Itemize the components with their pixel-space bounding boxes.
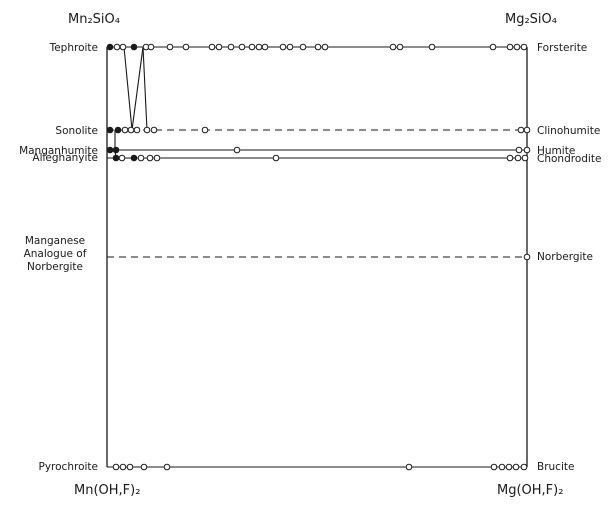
composition-marker (208, 43, 216, 51)
label-sonolite: Sonolite (55, 125, 98, 137)
composition-marker (515, 146, 523, 154)
composition-marker (238, 43, 246, 51)
label-chondrodite: Chondrodite (537, 153, 602, 165)
composition-marker (261, 43, 269, 51)
label-forsterite: Forsterite (537, 42, 588, 54)
composition-marker (127, 126, 135, 134)
composition-marker (113, 43, 121, 51)
composition-marker (286, 43, 294, 51)
composition-marker (119, 463, 127, 471)
composition-marker (279, 43, 287, 51)
composition-marker (498, 463, 506, 471)
tie-line-3 (142, 46, 148, 131)
composition-marker (299, 43, 307, 51)
label-humite: Humite (537, 145, 576, 157)
composition-marker (143, 126, 151, 134)
composition-marker (137, 154, 145, 162)
corner-formula-bottom-left: Mn(OH,F)₂ (74, 483, 141, 498)
label-brucite: Brucite (537, 461, 575, 473)
composition-marker (227, 43, 235, 51)
composition-marker (514, 154, 522, 162)
composition-marker (396, 43, 404, 51)
composition-marker (106, 43, 114, 51)
tie-line-1 (123, 46, 133, 131)
label-pyrochroite: Pyrochroite (38, 461, 99, 473)
composition-marker (130, 154, 138, 162)
composition-marker (201, 126, 209, 134)
label-alleghanyite: Alleghanyite (32, 152, 98, 164)
composition-marker (166, 43, 174, 51)
composition-marker (130, 43, 138, 51)
mineral-series-lines (107, 46, 527, 468)
composition-marker (150, 126, 158, 134)
composition-marker (147, 43, 155, 51)
composition-marker (140, 463, 148, 471)
label-manganhumite: Manganhumite (19, 145, 98, 157)
composition-marker (133, 126, 141, 134)
composition-marker (106, 126, 114, 134)
corner-formula-top-left: Mn₂SiO₄ (68, 12, 120, 27)
composition-marker (405, 463, 413, 471)
composition-marker (512, 463, 520, 471)
composition-marker (521, 154, 529, 162)
composition-marker (163, 463, 171, 471)
composition-marker (490, 463, 498, 471)
composition-marker (520, 463, 528, 471)
composition-marker (428, 43, 436, 51)
composition-marker (517, 126, 525, 134)
composition-marker (215, 43, 223, 51)
composition-marker (182, 43, 190, 51)
composition-marker (121, 126, 129, 134)
composition-marker (523, 253, 531, 261)
composition-marker (520, 43, 528, 51)
composition-marker (506, 43, 514, 51)
composition-marker (523, 126, 531, 134)
composition-marker (255, 43, 263, 51)
composition-marker (112, 154, 120, 162)
composition-marker (126, 463, 134, 471)
tie-line-2 (131, 46, 144, 131)
composition-marker (513, 43, 521, 51)
composition-marker (321, 43, 329, 51)
composition-marker (119, 43, 127, 51)
composition-markers (106, 43, 531, 471)
composition-marker (248, 43, 256, 51)
composition-marker (505, 463, 513, 471)
composition-marker (106, 146, 114, 154)
composition-marker (523, 146, 531, 154)
composition-marker (506, 154, 514, 162)
composition-marker (112, 463, 120, 471)
composition-marker (233, 146, 241, 154)
composition-marker (153, 154, 161, 162)
tephroite-sonolite-tie-lines (114, 46, 148, 159)
composition-marker (314, 43, 322, 51)
composition-marker (114, 126, 122, 134)
corner-formula-top-right: Mg₂SiO₄ (505, 12, 557, 27)
composition-marker (489, 43, 497, 51)
composition-marker (118, 154, 126, 162)
composition-marker (389, 43, 397, 51)
composition-marker (112, 146, 120, 154)
label-tephroite: Tephroite (49, 42, 98, 54)
label-norbergite: Norbergite (537, 251, 594, 263)
composition-marker (146, 154, 154, 162)
composition-marker (272, 154, 280, 162)
corner-formula-bottom-right: Mg(OH,F)₂ (497, 483, 564, 498)
label-clinohumite: Clinohumite (537, 125, 601, 137)
label-manganese-analogue-of-norbergite: Manganese Analogue of Norbergite (23, 235, 87, 273)
